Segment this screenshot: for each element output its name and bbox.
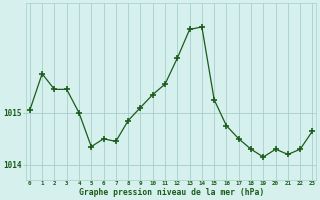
X-axis label: Graphe pression niveau de la mer (hPa): Graphe pression niveau de la mer (hPa) [78,188,264,197]
